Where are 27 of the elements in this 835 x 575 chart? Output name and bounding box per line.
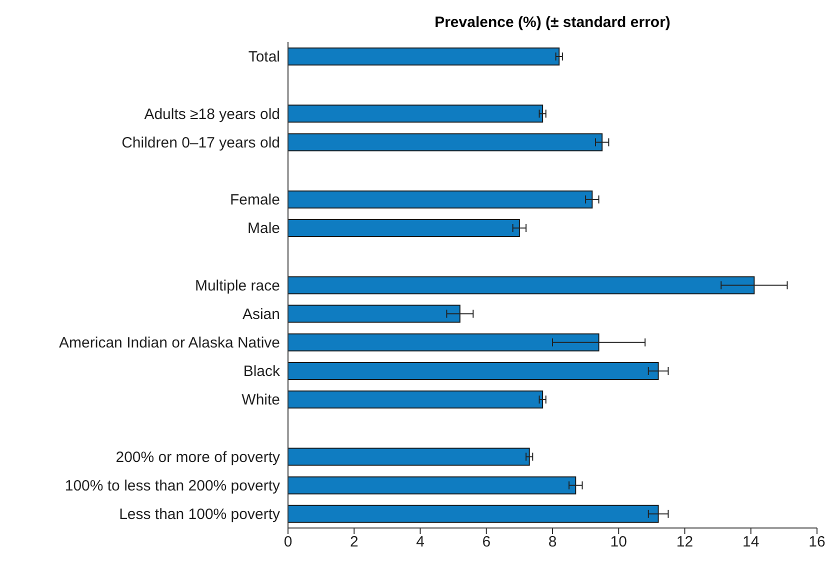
x-tick-label: 4 xyxy=(416,534,424,551)
x-tick-label: 16 xyxy=(808,534,826,551)
bar xyxy=(288,48,560,66)
bar xyxy=(288,390,544,409)
y-tick-label: American Indian or Alaska Native xyxy=(59,334,280,352)
y-tick-label: 100% to less than 200% poverty xyxy=(64,477,280,494)
y-tick-label: Male xyxy=(247,220,280,238)
y-tick-label: Children 0–17 years old xyxy=(122,134,280,152)
x-tick-label: 6 xyxy=(482,534,491,551)
y-tick-label: 200% or more of poverty xyxy=(116,448,280,466)
x-tick-label: 8 xyxy=(548,534,557,551)
x-tick-label: 14 xyxy=(742,534,760,551)
y-tick-label: Asian xyxy=(242,306,280,323)
y-tick-label: Female xyxy=(230,192,280,209)
x-tick-label: 10 xyxy=(610,534,627,551)
y-tick-label: Less than 100% poverty xyxy=(119,506,280,524)
bar xyxy=(288,448,530,466)
y-tick-label: Adults ≥18 years old xyxy=(144,106,280,123)
y-tick-label: Black xyxy=(243,363,280,380)
x-tick-label: 12 xyxy=(676,534,694,551)
y-tick-label: White xyxy=(242,392,280,409)
y-tick-label: Total xyxy=(248,48,280,66)
y-tick-label: Multiple race xyxy=(194,277,280,294)
bar xyxy=(288,104,544,123)
x-tick-label: 2 xyxy=(350,534,358,551)
x-tick-label: 0 xyxy=(284,534,292,551)
chart-title: Prevalence (%) (± standard error) xyxy=(434,14,672,31)
